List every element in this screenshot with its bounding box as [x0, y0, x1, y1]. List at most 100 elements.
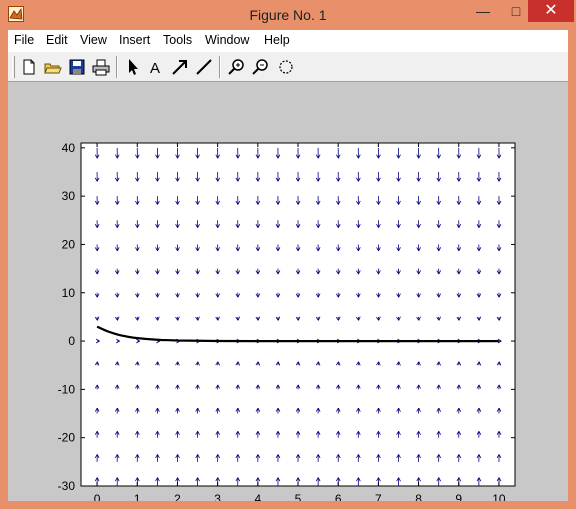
maximize-icon[interactable]: □ — [511, 3, 521, 19]
quiver-arrowhead — [335, 361, 339, 366]
insert-arrow-icon[interactable] — [169, 56, 191, 78]
quiver-arrowhead — [175, 270, 178, 275]
quiver-field — [94, 147, 502, 487]
quiver-arrowhead — [436, 316, 440, 321]
quiver-arrowhead — [257, 247, 261, 252]
menu-help[interactable]: Help — [264, 33, 290, 47]
insert-text-icon[interactable]: A — [145, 56, 167, 78]
quiver-arrowhead — [157, 384, 160, 389]
quiver-arrowhead — [155, 270, 158, 275]
quiver-arrowhead — [317, 431, 321, 435]
quiver-arrowhead — [376, 361, 380, 366]
quiver-arrowhead — [436, 477, 440, 482]
svg-text:A: A — [150, 60, 160, 77]
select-arrow-icon[interactable] — [122, 56, 144, 78]
quiver-arrowhead — [137, 223, 140, 228]
quiver-arrowhead — [458, 154, 462, 159]
minimize-icon[interactable]: — — [476, 3, 490, 19]
quiver-arrowhead — [94, 454, 98, 459]
quiver-arrowhead — [197, 223, 200, 228]
quiver-arrowhead — [378, 454, 381, 459]
quiver-arrowhead — [418, 154, 421, 159]
quiver-arrowhead — [358, 407, 361, 412]
menu-edit[interactable]: Edit — [46, 33, 68, 47]
quiver-arrowhead — [215, 361, 219, 366]
quiver-arrowhead — [157, 200, 160, 205]
quiver-arrowhead — [496, 316, 500, 321]
quiver-arrowhead — [237, 223, 241, 228]
y-tick-label: 10 — [62, 286, 76, 300]
quiver-arrowhead — [498, 407, 502, 412]
quiver-arrowhead — [116, 177, 120, 182]
menu-insert[interactable]: Insert — [119, 33, 151, 47]
quiver-arrowhead — [376, 454, 379, 459]
quiver-arrowhead — [215, 270, 219, 275]
quiver-arrowhead — [235, 177, 239, 182]
quiver-arrowhead — [255, 407, 259, 412]
quiver-arrowhead — [396, 154, 399, 159]
rotate-3d-icon[interactable] — [275, 56, 297, 78]
quiver-arrowhead — [315, 154, 319, 159]
menu-view[interactable]: View — [80, 33, 107, 47]
quiver-arrowhead — [277, 200, 281, 205]
quiver-arrowhead — [398, 177, 401, 182]
open-file-icon[interactable] — [42, 56, 64, 78]
quiver-arrowhead — [376, 407, 379, 412]
zoom-in-icon[interactable] — [226, 56, 248, 78]
close-icon[interactable]: ✕ — [528, 0, 574, 22]
quiver-arrowhead — [476, 431, 480, 435]
quiver-arrowhead — [275, 454, 279, 459]
quiver-arrowhead — [338, 270, 341, 275]
quiver-arrowhead — [295, 431, 299, 435]
quiver-arrowhead — [376, 384, 379, 389]
quiver-arrowhead — [175, 177, 178, 182]
quiver-arrowhead — [297, 200, 301, 205]
zoom-out-icon[interactable] — [250, 56, 272, 78]
quiver-arrowhead — [237, 454, 241, 459]
menu-tools[interactable]: Tools — [163, 33, 193, 47]
menu-window[interactable]: Window — [205, 33, 250, 47]
quiver-arrowhead — [97, 316, 100, 321]
title-bar[interactable]: Figure No. 1 — □ ✕ — [0, 0, 576, 30]
quiver-arrowhead — [498, 454, 502, 459]
quiver-arrowhead — [255, 247, 259, 252]
save-icon[interactable] — [66, 56, 88, 78]
quiver-arrowhead — [478, 407, 482, 412]
menu-file[interactable]: File — [14, 33, 35, 47]
print-icon[interactable] — [90, 56, 112, 78]
quiver-arrowhead — [295, 177, 299, 182]
new-figure-icon[interactable] — [18, 56, 40, 78]
quiver-arrowhead — [317, 200, 321, 205]
quiver-arrowhead — [275, 431, 279, 435]
quiver-arrowhead — [177, 293, 180, 298]
quiver-arrowhead — [396, 384, 400, 389]
quiver-arrowhead — [496, 247, 500, 252]
quiver-arrowhead — [175, 154, 178, 159]
insert-line-icon[interactable] — [193, 56, 215, 78]
quiver-arrowhead — [116, 154, 120, 159]
quiver-arrowhead — [175, 384, 179, 389]
quiver-arrowhead — [398, 316, 401, 321]
quiver-arrowhead — [478, 316, 482, 321]
quiver-arrowhead — [275, 177, 279, 182]
quiver-arrowhead — [217, 293, 220, 298]
quiver-arrowhead — [135, 316, 138, 321]
quiver-arrowhead — [418, 293, 421, 298]
quiver-arrowhead — [94, 384, 98, 389]
quiver-arrowhead — [195, 361, 199, 366]
quiver-arrowhead — [418, 431, 421, 435]
quiver-arrowhead — [114, 431, 118, 435]
quiver-arrowhead — [114, 270, 118, 275]
quiver-arrowhead — [497, 340, 502, 344]
quiver-arrowhead — [398, 477, 401, 482]
quiver-arrowhead — [295, 293, 299, 298]
quiver-arrowhead — [177, 407, 180, 412]
matlab-logo-icon[interactable] — [8, 6, 24, 22]
quiver-arrowhead — [215, 384, 219, 389]
quiver-arrowhead — [277, 154, 281, 159]
quiver-arrowhead — [337, 431, 341, 435]
quiver-arrowhead — [157, 154, 160, 159]
toolbar-grip[interactable] — [12, 56, 15, 78]
quiver-arrowhead — [277, 293, 281, 298]
quiver-arrowhead — [456, 270, 460, 275]
